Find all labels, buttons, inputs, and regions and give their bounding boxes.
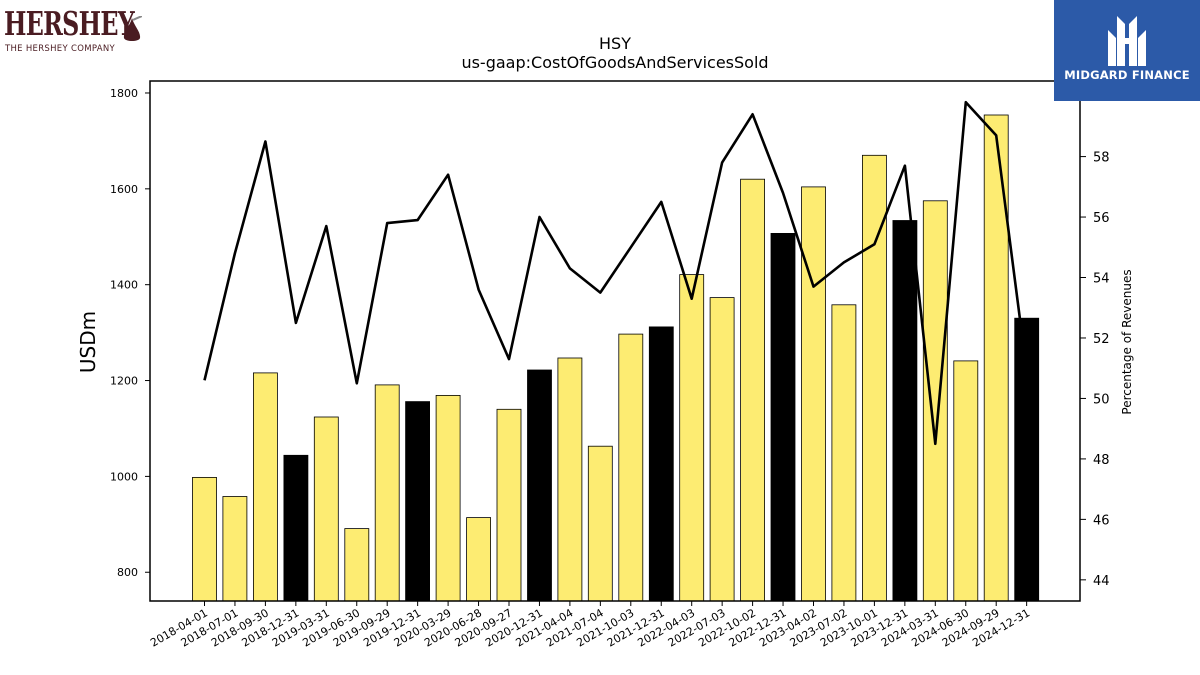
percentage-line-group: [203, 100, 1028, 446]
bar-2024-09-29: [983, 114, 1009, 602]
bar-2021-10-03: [618, 333, 644, 602]
bar-2019-09-29: [374, 384, 400, 602]
chart-subtitle: us-gaap:CostOfGoodsAndServicesSold: [461, 53, 768, 72]
bar-2024-06-30: [953, 360, 979, 602]
midgard-monogram-icon: [1108, 16, 1146, 66]
hershey-wordmark: HERSHEY: [4, 4, 135, 43]
bar-2023-07-02: [831, 304, 857, 602]
percentage-line: [203, 100, 1028, 446]
bar-2024-12-31: [1014, 317, 1040, 602]
y-tick-label-1200: 1200: [110, 375, 138, 388]
y2-tick-label-44: 44: [1093, 574, 1110, 589]
bar-2020-06-28: [466, 517, 492, 602]
y2-tick-label-54: 54: [1093, 272, 1110, 287]
bar-2018-07-01: [222, 496, 248, 602]
bar-2021-07-04: [587, 445, 613, 602]
bar-2023-10-01: [862, 154, 887, 602]
bar-2022-12-31: [770, 232, 796, 602]
bar-2018-12-31: [283, 454, 309, 602]
bar-2022-07-03: [709, 297, 735, 602]
bar-2022-10-02: [740, 178, 765, 602]
y2-tick-label-56: 56: [1093, 211, 1110, 226]
y2-tick-label-46: 46: [1093, 513, 1110, 528]
bar-2021-12-31: [648, 326, 674, 602]
midgard-finance-logo: MIDGARD FINANCE: [1054, 0, 1200, 101]
y-tick-label-1000: 1000: [110, 470, 138, 483]
y-tick-label-1400: 1400: [110, 279, 138, 292]
bar-2023-12-31: [892, 220, 918, 602]
y-axis-label: USDm: [76, 311, 100, 373]
bar-2018-09-30: [252, 372, 278, 602]
y2-tick-label-48: 48: [1093, 453, 1110, 468]
y-tick-label-1800: 1800: [110, 87, 138, 100]
hershey-tagline: THE HERSHEY COMPANY: [5, 44, 115, 54]
kiss-icon: [123, 16, 142, 41]
bar-2023-04-02: [801, 186, 826, 602]
y2-tick-label-50: 50: [1093, 392, 1110, 407]
midgard-finance-name: MIDGARD FINANCE: [1064, 68, 1190, 82]
y-tick-label-1600: 1600: [110, 183, 138, 196]
bar-2021-04-04: [557, 357, 583, 602]
bar-2019-03-31: [313, 416, 339, 602]
y2-tick-label-58: 58: [1093, 151, 1110, 166]
y2-axis-label: Percentage of Revenues: [1120, 269, 1134, 414]
bar-2018-04-01: [192, 476, 217, 602]
bar-2020-03-29: [435, 394, 461, 602]
hershey-logo: HERSHEY THE HERSHEY COMPANY: [4, 4, 144, 56]
bar-2019-12-31: [405, 401, 431, 602]
bar-2020-09-27: [496, 408, 522, 602]
plot-frame: [149, 80, 1081, 602]
y-tick-label-800: 800: [117, 566, 138, 579]
bars-group: [192, 114, 1040, 602]
chart-title: HSY: [599, 34, 631, 53]
bar-2024-03-31: [922, 200, 948, 602]
y2-tick-label-52: 52: [1093, 332, 1110, 347]
bar-2020-12-31: [527, 369, 552, 602]
bar-2022-04-03: [679, 274, 705, 602]
bar-2019-06-30: [344, 528, 370, 602]
